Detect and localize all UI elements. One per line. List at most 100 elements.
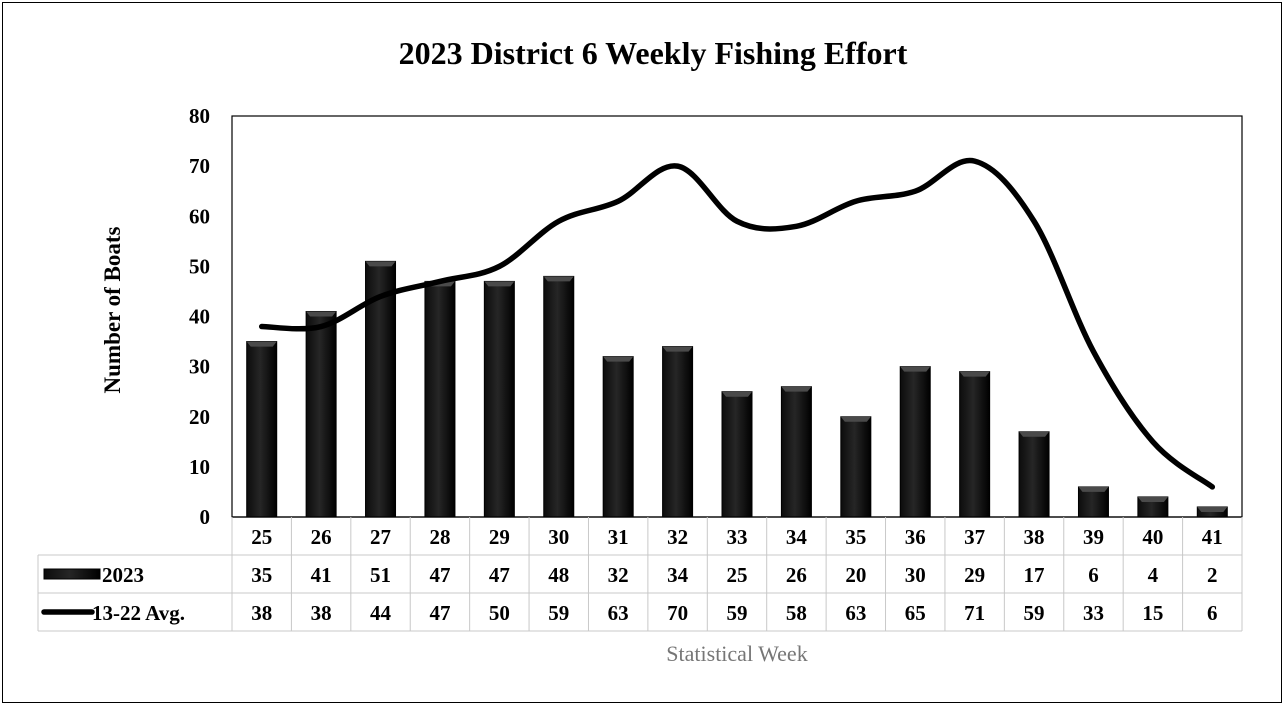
bar-bevel [900, 366, 931, 372]
bar [899, 366, 931, 518]
bar [1018, 431, 1050, 518]
bar [1077, 486, 1109, 518]
bar-bevel [662, 346, 693, 352]
x-tick-label: 25 [251, 525, 272, 549]
y-tick-label: 70 [189, 154, 210, 178]
x-tick-label: 26 [311, 525, 332, 549]
bar [424, 280, 456, 518]
x-tick-label: 40 [1142, 525, 1163, 549]
chart-title: 2023 District 6 Weekly Fishing Effort [399, 35, 908, 71]
data-label-avg: 38 [251, 601, 272, 625]
x-tick-label: 28 [429, 525, 450, 549]
x-tick-label: 30 [548, 525, 569, 549]
x-tick-label: 37 [964, 525, 985, 549]
bar-bevel [484, 281, 515, 287]
bar [721, 391, 753, 518]
bar [959, 371, 991, 518]
y-tick-label: 60 [189, 204, 210, 228]
bar-bevel [781, 386, 812, 392]
data-label-avg: 59 [548, 601, 569, 625]
bar-bevel [1019, 431, 1050, 437]
data-label-avg: 44 [370, 601, 392, 625]
data-label-2023: 20 [845, 563, 866, 587]
avg-line [258, 157, 1216, 490]
data-label-2023: 35 [251, 563, 272, 587]
data-label-avg: 59 [727, 601, 748, 625]
bar [602, 356, 634, 518]
data-label-avg: 15 [1142, 601, 1163, 625]
data-label-avg: 33 [1083, 601, 1104, 625]
x-tick-label: 38 [1024, 525, 1045, 549]
bar-bevel [246, 341, 277, 347]
data-label-avg: 70 [667, 601, 688, 625]
bar-bevel [306, 311, 337, 317]
bar-bevel [543, 276, 574, 282]
data-label-avg: 58 [786, 601, 807, 625]
bar [840, 416, 872, 518]
bar-bevel [1078, 486, 1109, 492]
y-tick-label: 40 [189, 305, 210, 329]
data-label-avg: 59 [1024, 601, 1045, 625]
legend-label-avg: 13-22 Avg. [92, 601, 185, 625]
data-label-2023: 32 [608, 563, 629, 587]
y-tick-label: 0 [200, 505, 211, 529]
x-tick-label: 35 [845, 525, 866, 549]
bar-bevel [365, 261, 396, 267]
data-label-2023: 48 [548, 563, 569, 587]
bar-bevel [1197, 506, 1228, 512]
data-label-avg: 63 [845, 601, 866, 625]
y-axis-label: Number of Boats [100, 226, 125, 393]
x-tick-label: 32 [667, 525, 688, 549]
x-tick-label: 34 [786, 525, 808, 549]
data-label-2023: 6 [1088, 563, 1099, 587]
bar [780, 386, 812, 518]
data-label-avg: 6 [1207, 601, 1218, 625]
x-tick-label: 27 [370, 525, 391, 549]
y-tick-label: 20 [189, 405, 210, 429]
bar [662, 346, 694, 518]
data-label-2023: 51 [370, 563, 391, 587]
x-tick-label: 31 [608, 525, 629, 549]
legend-key-bar [43, 568, 101, 580]
y-tick-label: 80 [189, 104, 210, 128]
bar-bevel [603, 356, 634, 362]
y-tick-label: 50 [189, 254, 210, 278]
data-label-avg: 65 [905, 601, 926, 625]
x-axis-label: Statistical Week [666, 641, 807, 666]
data-label-2023: 4 [1148, 563, 1159, 587]
data-label-2023: 2 [1207, 563, 1218, 587]
data-label-2023: 47 [429, 563, 450, 587]
legend-label-2023: 2023 [102, 563, 144, 587]
y-tick-label: 10 [189, 455, 210, 479]
data-label-avg: 71 [964, 601, 985, 625]
data-label-avg: 50 [489, 601, 510, 625]
data-label-2023: 26 [786, 563, 807, 587]
data-label-2023: 29 [964, 563, 985, 587]
bar-series-2023 [246, 260, 1228, 518]
x-tick-label: 36 [905, 525, 926, 549]
bar [246, 341, 278, 518]
data-label-2023: 34 [667, 563, 689, 587]
bar-bevel [959, 371, 990, 377]
data-label-2023: 41 [311, 563, 332, 587]
x-tick-label: 33 [727, 525, 748, 549]
bar-bevel [840, 416, 871, 422]
bar [305, 310, 337, 518]
y-tick-label: 30 [189, 355, 210, 379]
bar-bevel [1137, 496, 1168, 502]
x-tick-label: 41 [1202, 525, 1223, 549]
line-series-avg [258, 157, 1216, 490]
y-axis-ticks: 0 10 20 30 40 50 60 70 80 [189, 104, 210, 529]
data-label-2023: 17 [1024, 563, 1045, 587]
data-label-avg: 38 [311, 601, 332, 625]
x-tick-label: 39 [1083, 525, 1104, 549]
data-label-avg: 63 [608, 601, 629, 625]
data-label-2023: 30 [905, 563, 926, 587]
data-label-avg: 47 [429, 601, 450, 625]
x-tick-label: 29 [489, 525, 510, 549]
bar [543, 275, 575, 518]
data-label-2023: 47 [489, 563, 510, 587]
bar-bevel [722, 391, 752, 397]
